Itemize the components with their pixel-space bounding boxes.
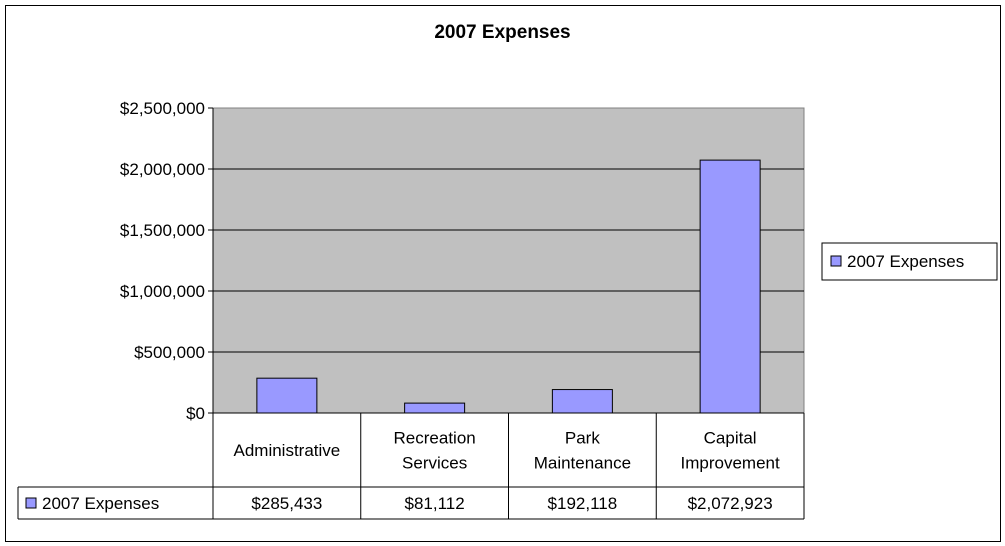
data-label: $2,072,923 [688, 494, 773, 513]
y-tick-label: $2,000,000 [120, 160, 205, 179]
category-label: Maintenance [534, 454, 631, 473]
y-tick-label: $1,000,000 [120, 282, 205, 301]
bar [699, 159, 761, 414]
table-legend-key [25, 497, 37, 509]
chart-title: 2007 Expenses [434, 22, 571, 43]
y-tick-label: $0 [186, 404, 205, 423]
y-tick-label: $500,000 [134, 343, 205, 362]
bar [404, 402, 466, 414]
category-label: Improvement [681, 454, 780, 473]
legend-label: 2007 Expenses [847, 252, 964, 271]
y-axis-ticks: $0 $500,000 $1,000,000 $1,500,000 $2,000,000… [120, 99, 213, 423]
legend: 2007 Expenses [821, 242, 998, 281]
category-label: Recreation [394, 429, 476, 448]
category-label: Administrative [233, 441, 340, 460]
y-tick-label: $1,500,000 [120, 221, 205, 240]
legend-box [821, 242, 998, 281]
legend-key [830, 255, 842, 267]
bars [256, 159, 761, 414]
bar [551, 389, 613, 414]
data-label: $192,118 [548, 494, 618, 513]
data-label: $285,433 [251, 494, 322, 513]
category-label: Services [402, 454, 467, 473]
category-label: Capital [704, 429, 757, 448]
data-table: Administrative Recreation Services Park Main… [17, 108, 805, 520]
data-label: $81,112 [405, 494, 465, 513]
table-series-name: 2007 Expenses [42, 494, 159, 513]
bar [256, 377, 318, 414]
category-label: Park [565, 429, 600, 448]
y-tick-label: $2,500,000 [120, 99, 205, 118]
